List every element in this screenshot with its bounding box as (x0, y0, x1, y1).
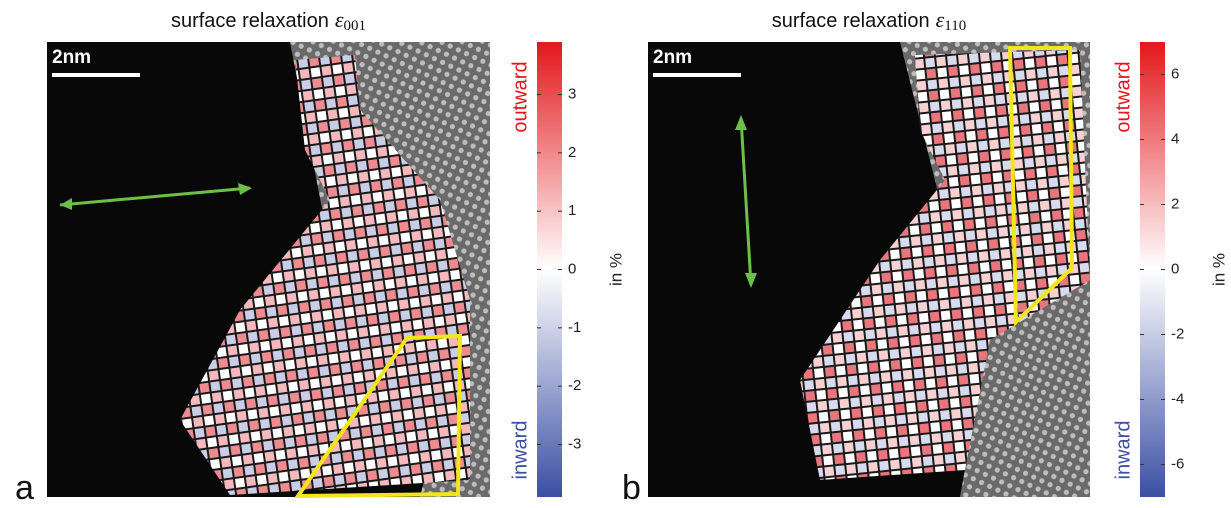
colorbar-tick-label: 0 (568, 260, 576, 277)
colorbar-label: in % (1209, 253, 1228, 286)
title-symbol: ε (335, 7, 344, 32)
title-subscript: 001 (344, 18, 367, 34)
scale-bar-label: 2nm (653, 47, 692, 68)
colorbar-tick-label: -1 (568, 319, 581, 336)
colorbar-label: in % (606, 253, 625, 286)
colorbar-tick-label: 4 (1171, 130, 1179, 147)
figure: surface relaxationε001a2nmoutwardinward-… (0, 0, 1231, 508)
outward-label: outward (509, 61, 531, 132)
title-text: surface relaxation (171, 10, 329, 32)
colorbar-tick-label: -2 (1171, 325, 1184, 342)
image-a (47, 42, 490, 497)
chart-title: surface relaxation ε110 (772, 7, 967, 34)
colorbar-tick-label: 6 (1171, 65, 1179, 82)
title-symbol: ε (936, 7, 945, 32)
inward-label: inward (509, 421, 531, 480)
colorbar-tick-label: 2 (568, 144, 576, 161)
panel-label: b (622, 469, 641, 507)
colorbar-tick-label: -2 (568, 377, 581, 394)
colorbar-tick-label: -6 (1171, 455, 1184, 472)
title-subscript: 110 (944, 18, 966, 34)
chart-title: surface relaxation ε001 (171, 7, 366, 34)
inward-label: inward (1112, 421, 1134, 480)
scale-bar-label: 2nm (52, 47, 91, 68)
outward-label: outward (1112, 61, 1134, 132)
colorbar-tick-label: -4 (1171, 390, 1184, 407)
image-b (648, 42, 1090, 497)
colorbar-tick-label: 1 (568, 202, 576, 219)
colorbar-tick-label: 0 (1171, 260, 1179, 277)
title-text: surface relaxation (772, 10, 930, 32)
colorbar-tick-label: 3 (568, 85, 576, 102)
panel-label: a (15, 469, 34, 507)
colorbar-tick-label: 2 (1171, 195, 1179, 212)
colorbar-tick-label: -3 (568, 435, 581, 452)
